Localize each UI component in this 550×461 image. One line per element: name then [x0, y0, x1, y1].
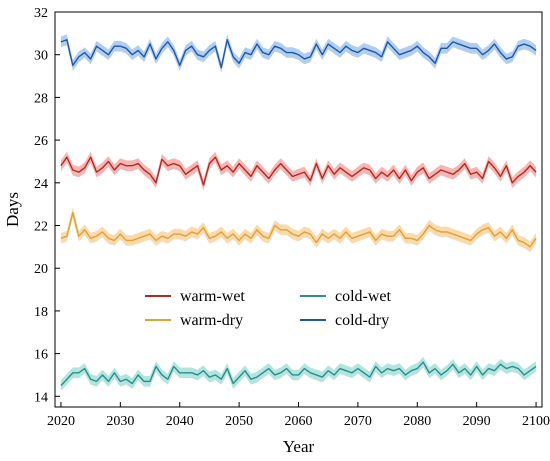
legend-label-warm-dry: warm-dry — [180, 312, 243, 329]
x-tick-label: 2020 — [47, 414, 75, 429]
band-warm-dry — [60, 207, 537, 253]
x-tick-label: 2050 — [225, 414, 253, 429]
x-tick-label: 2070 — [344, 414, 372, 429]
y-tick-label: 30 — [34, 49, 48, 64]
series-line-warm-wet — [60, 156, 537, 186]
y-axis: 14 16 18 20 22 24 26 28 30 32 — [34, 6, 60, 405]
series-line-cold-dry — [60, 39, 537, 69]
y-tick-label: 22 — [34, 220, 48, 235]
band-cold-wet — [60, 356, 537, 391]
y-tick-label: 32 — [34, 6, 48, 21]
y-tick-label: 20 — [34, 262, 48, 277]
legend: warm-wet cold-wet warm-dry cold-dry — [145, 288, 392, 329]
x-tick-label: 2040 — [166, 414, 194, 429]
plot-frame — [54, 11, 543, 408]
confidence-bands — [60, 34, 537, 391]
y-axis-title: Days — [3, 192, 22, 227]
band-cold-dry — [60, 34, 537, 73]
band-warm-wet — [60, 151, 537, 191]
x-tick-label: 2060 — [285, 414, 313, 429]
x-axis: 2020 2030 2040 2050 2060 2070 2080 2090 2100 — [47, 402, 550, 429]
legend-label-cold-wet: cold-wet — [335, 288, 392, 305]
series-line-warm-dry — [60, 211, 537, 248]
x-axis-title: Year — [283, 437, 315, 456]
x-tick-label: 2090 — [463, 414, 491, 429]
x-tick-label: 2100 — [522, 414, 550, 429]
x-tick-label: 2030 — [106, 414, 134, 429]
y-tick-label: 26 — [34, 134, 48, 149]
y-tick-label: 14 — [34, 390, 48, 405]
y-tick-label: 16 — [34, 348, 48, 363]
y-tick-label: 24 — [34, 177, 48, 192]
series-line-cold-wet — [60, 361, 537, 387]
y-tick-label: 28 — [34, 91, 48, 106]
x-tick-label: 2080 — [403, 414, 431, 429]
legend-label-cold-dry: cold-dry — [335, 312, 389, 329]
legend-label-warm-wet: warm-wet — [180, 288, 245, 305]
y-tick-label: 18 — [34, 305, 48, 320]
series-lines — [60, 39, 537, 387]
